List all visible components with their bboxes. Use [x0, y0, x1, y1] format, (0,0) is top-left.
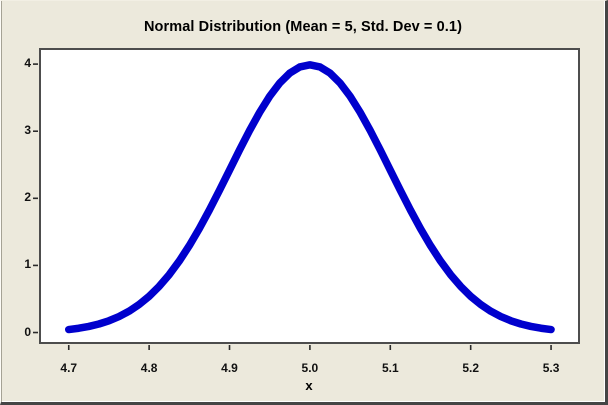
y-tick-label: 0 — [24, 324, 31, 339]
x-tick-label: 4.7 — [60, 361, 78, 375]
x-tick-label: 4.9 — [221, 361, 238, 375]
x-axis-label: x — [305, 378, 313, 393]
x-tick-label: 5.0 — [301, 361, 319, 375]
x-tick-label: 5.1 — [381, 361, 399, 375]
y-tick-label: 3 — [24, 123, 31, 138]
x-tick-label: 5.2 — [462, 361, 480, 375]
x-tick-label: 5.3 — [542, 361, 560, 375]
plot-area — [39, 48, 580, 344]
y-tick-label: 4 — [24, 56, 31, 71]
chart-title: Normal Distribution (Mean = 5, Std. Dev … — [143, 19, 463, 35]
x-tick-label: 4.8 — [140, 361, 158, 375]
y-tick-label: 1 — [24, 257, 31, 272]
y-tick-label: 2 — [24, 190, 31, 205]
